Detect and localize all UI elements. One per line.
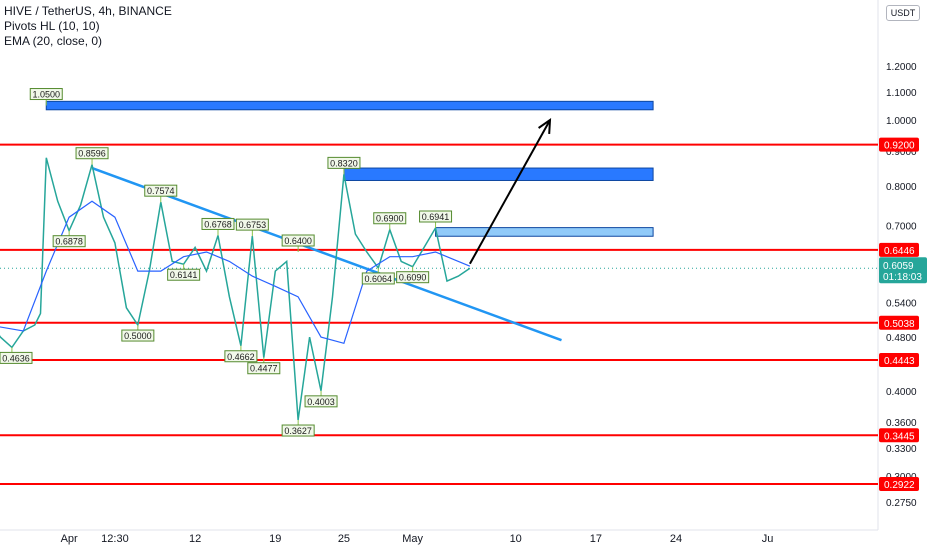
y-tick-label: 0.4000	[886, 387, 917, 398]
y-tick-label: 0.2750	[886, 498, 917, 509]
pivot-label-box	[52, 235, 86, 248]
target-zone	[45, 100, 654, 111]
pivot-label: 0.4477	[250, 364, 278, 374]
pivot-label: 0.7574	[147, 186, 175, 196]
x-tick-label: 24	[670, 533, 682, 545]
pivot-label-box	[0, 351, 33, 364]
pivot-label: 0.6878	[55, 237, 83, 247]
symbol-title[interactable]: HIVE / TetherUS, 4h, BINANCE	[4, 4, 172, 18]
current-price-label: 0.6059	[883, 261, 914, 272]
price-tag	[879, 352, 919, 367]
pivot-label-box	[396, 271, 430, 284]
pivot-label-box	[327, 156, 361, 169]
pivot-label-box	[235, 218, 269, 231]
x-tick-label: Ju	[762, 533, 774, 545]
projection-arrow	[469, 119, 551, 265]
pivot-label: 0.6900	[376, 214, 404, 224]
pivot-label: 0.3627	[284, 426, 312, 436]
y-tick-label: 1.2000	[886, 62, 917, 73]
current-price-tag	[879, 257, 927, 284]
pivot-label-box	[281, 234, 315, 247]
target-zone	[435, 227, 654, 237]
pivot-label-box	[373, 212, 407, 225]
price-tag-label: 0.4443	[884, 356, 915, 367]
y-tick-label: 0.8000	[886, 182, 917, 193]
x-tick-label: 10	[510, 533, 522, 545]
pivot-label: 0.4636	[2, 353, 30, 363]
y-tick-label: 1.0000	[886, 116, 917, 127]
x-tick-label: 12	[189, 533, 201, 545]
pivot-label: 0.6064	[365, 274, 393, 284]
pivot-label-box	[224, 350, 258, 363]
price-tag	[879, 242, 919, 257]
pivot-label: 0.6141	[170, 270, 198, 280]
pivot-label-box	[281, 424, 315, 437]
price-tag-label: 0.6446	[884, 246, 915, 257]
x-tick-label: May	[402, 533, 423, 545]
pivot-label-box	[167, 268, 201, 281]
price-tag-label: 0.2922	[884, 480, 915, 491]
pivot-label-box	[419, 210, 453, 223]
pivot-label: 0.4003	[307, 397, 335, 407]
currency-badge[interactable]: USDT	[886, 5, 920, 21]
pivot-label: 0.6768	[204, 219, 232, 229]
pivot-label: 0.8320	[330, 158, 358, 168]
pivot-label: 0.8596	[78, 149, 106, 159]
pivot-label-box	[201, 217, 235, 230]
pivot-label: 0.6090	[399, 273, 427, 283]
x-tick-label: 17	[590, 533, 602, 545]
pivot-label: 0.6753	[239, 220, 267, 230]
price-tag	[879, 315, 919, 330]
pivot-label-box	[29, 88, 63, 101]
pivot-label: 0.6941	[422, 212, 450, 222]
y-tick-label: 0.9000	[886, 147, 917, 158]
pivots-indicator-label[interactable]: Pivots HL (10, 10)	[4, 19, 100, 33]
x-tick-label: 19	[269, 533, 281, 545]
projection-arrowhead	[538, 117, 552, 134]
pivot-label: 0.6400	[284, 236, 312, 246]
y-tick-label: 1.1000	[886, 88, 917, 99]
y-tick-label: 0.3300	[886, 444, 917, 455]
y-tick-label: 0.3600	[886, 418, 917, 429]
target-zone	[343, 167, 654, 181]
price-tag-label: 0.3445	[884, 431, 915, 442]
pivot-label-box	[304, 395, 338, 408]
y-tick-label: 0.5400	[886, 298, 917, 309]
pivot-label-box	[75, 147, 109, 160]
y-tick-label: 0.4800	[886, 333, 917, 344]
y-tick-label: 0.7000	[886, 221, 917, 232]
x-tick-label: 25	[338, 533, 350, 545]
ema-line	[0, 200, 471, 345]
pivot-label-box	[144, 184, 178, 197]
descending-trendline	[91, 166, 562, 342]
price-tag	[879, 137, 919, 152]
chart-legend: HIVE / TetherUS, 4h, BINANCE Pivots HL (…	[4, 4, 172, 49]
x-tick-label: 12:30	[101, 533, 129, 545]
price-tag-label: 0.9200	[884, 141, 915, 152]
price-tag	[879, 476, 919, 491]
price-tag	[879, 428, 919, 443]
countdown-label: 01:18:03	[883, 272, 922, 283]
ema-indicator-label[interactable]: EMA (20, close, 0)	[4, 34, 103, 48]
price-line	[0, 157, 471, 421]
pivot-label-box	[121, 329, 155, 342]
pivot-label-box	[361, 272, 395, 285]
x-tick-label: Apr	[61, 533, 78, 545]
pivot-label-box	[247, 362, 281, 375]
price-tag-label: 0.5038	[884, 319, 915, 330]
pivot-label: 0.5000	[124, 331, 152, 341]
pivot-label: 0.4662	[227, 352, 255, 362]
pivot-label: 1.0500	[32, 90, 60, 100]
